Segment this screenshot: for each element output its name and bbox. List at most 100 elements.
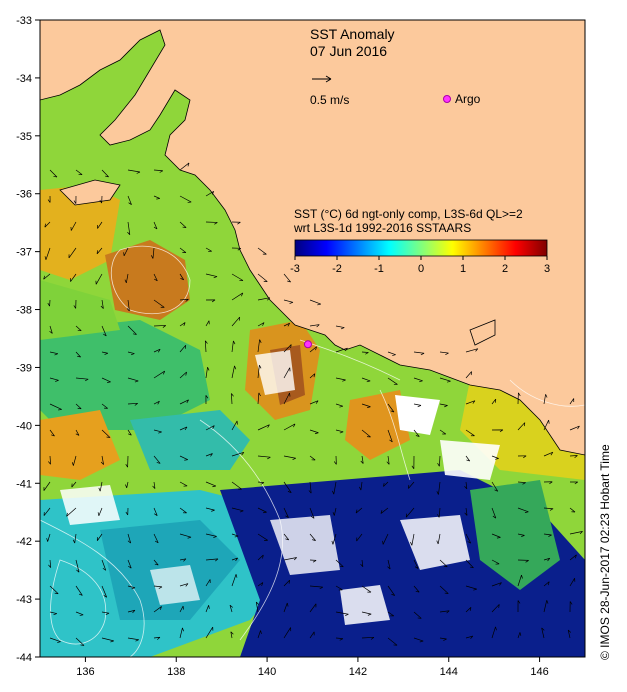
current-arrow xyxy=(413,377,423,383)
current-arrow xyxy=(205,221,218,225)
current-arrow xyxy=(205,425,215,431)
current-arrow xyxy=(46,533,51,542)
current-arrow xyxy=(205,299,216,303)
current-arrow xyxy=(465,533,472,544)
current-arrow xyxy=(465,371,472,379)
current-arrow xyxy=(465,559,474,569)
current-arrow xyxy=(356,533,363,542)
current-arrow xyxy=(309,507,315,519)
current-arrow xyxy=(101,325,107,337)
current-arrow xyxy=(205,367,210,379)
data-gap-5 xyxy=(400,515,470,570)
current-arrow xyxy=(205,579,211,587)
current-arrow xyxy=(387,403,395,413)
y-tick-label: -38 xyxy=(16,305,32,317)
current-arrow xyxy=(43,481,51,491)
current-arrow xyxy=(257,554,264,561)
current-arrow xyxy=(257,582,264,587)
current-arrow xyxy=(257,481,265,485)
current-arrow xyxy=(335,325,345,330)
current-arrow xyxy=(335,637,344,641)
current-arrow xyxy=(75,559,80,573)
current-arrow xyxy=(179,426,188,431)
current-arrow xyxy=(179,558,187,562)
current-arrow xyxy=(360,455,364,464)
x-tick-label: 138 xyxy=(167,666,185,678)
current-arrow xyxy=(153,169,164,173)
current-arrow xyxy=(387,351,396,356)
current-arrow xyxy=(569,554,577,561)
current-arrow xyxy=(127,377,139,383)
current-arrow xyxy=(543,394,548,405)
current-arrow xyxy=(333,455,337,465)
current-arrow xyxy=(283,322,290,327)
current-arrow xyxy=(309,429,319,435)
current-arrow xyxy=(179,221,187,228)
current-arrow xyxy=(335,585,343,591)
current-arrow xyxy=(465,400,476,405)
current-arrow xyxy=(230,631,234,639)
current-arrow xyxy=(127,609,136,614)
current-arrow xyxy=(437,455,441,467)
current-arrow xyxy=(361,611,372,616)
current-arrow xyxy=(309,373,316,379)
current-arrow xyxy=(127,325,137,335)
current-arrow xyxy=(491,481,499,492)
current-arrow xyxy=(569,601,573,613)
current-arrow xyxy=(309,559,317,563)
current-arrow xyxy=(205,320,210,327)
current-arrow xyxy=(411,455,415,470)
current-arrow xyxy=(49,429,55,437)
current-arrow xyxy=(283,602,289,613)
current-vectors xyxy=(43,162,583,646)
current-arrow xyxy=(101,559,107,571)
y-tick-label: -40 xyxy=(16,420,32,432)
current-arrow xyxy=(153,299,165,308)
current-arrow xyxy=(569,578,576,587)
current-arrow xyxy=(413,403,422,408)
current-arrow xyxy=(543,533,552,537)
current-arrow xyxy=(517,559,529,563)
current-arrow xyxy=(204,340,208,353)
current-arrow xyxy=(569,531,583,535)
current-arrow xyxy=(464,507,468,516)
current-arrow xyxy=(44,247,51,260)
current-arrow xyxy=(387,559,391,570)
current-arrow xyxy=(283,299,294,304)
current-arrow xyxy=(491,582,502,587)
current-arrow xyxy=(283,455,296,460)
current-arrow xyxy=(335,347,348,353)
current-arrow xyxy=(437,507,441,518)
colorbar-tick-label: -2 xyxy=(332,263,342,275)
current-arrow xyxy=(517,533,525,538)
current-arrow xyxy=(257,247,267,255)
current-arrow xyxy=(205,395,209,405)
current-arrow xyxy=(97,507,103,516)
current-arrow xyxy=(231,221,241,225)
cool-band-mid xyxy=(40,320,210,430)
current-arrow xyxy=(153,370,166,379)
current-arrow xyxy=(543,557,551,562)
current-arrow xyxy=(283,344,292,353)
current-arrow xyxy=(231,481,242,490)
argo-legend: Argo xyxy=(443,92,481,106)
current-arrow xyxy=(231,533,239,538)
map-date: 07 Jun 2016 xyxy=(310,43,387,59)
current-arrow xyxy=(71,455,77,466)
current-arrow xyxy=(413,637,424,643)
current-arrow xyxy=(543,481,553,485)
current-arrow xyxy=(491,533,501,539)
current-arrow xyxy=(231,273,244,282)
current-arrow xyxy=(231,393,234,405)
current-arrow xyxy=(75,637,85,646)
y-tick-label: -43 xyxy=(16,594,32,606)
current-arrow xyxy=(283,557,297,561)
colorbar-gradient xyxy=(294,239,548,257)
y-tick-label: -42 xyxy=(16,536,32,548)
current-arrow xyxy=(205,605,210,613)
colorbar-tick-label: -3 xyxy=(290,263,300,275)
current-arrow xyxy=(257,424,270,431)
current-arrow xyxy=(567,629,572,639)
current-arrow xyxy=(99,195,103,204)
